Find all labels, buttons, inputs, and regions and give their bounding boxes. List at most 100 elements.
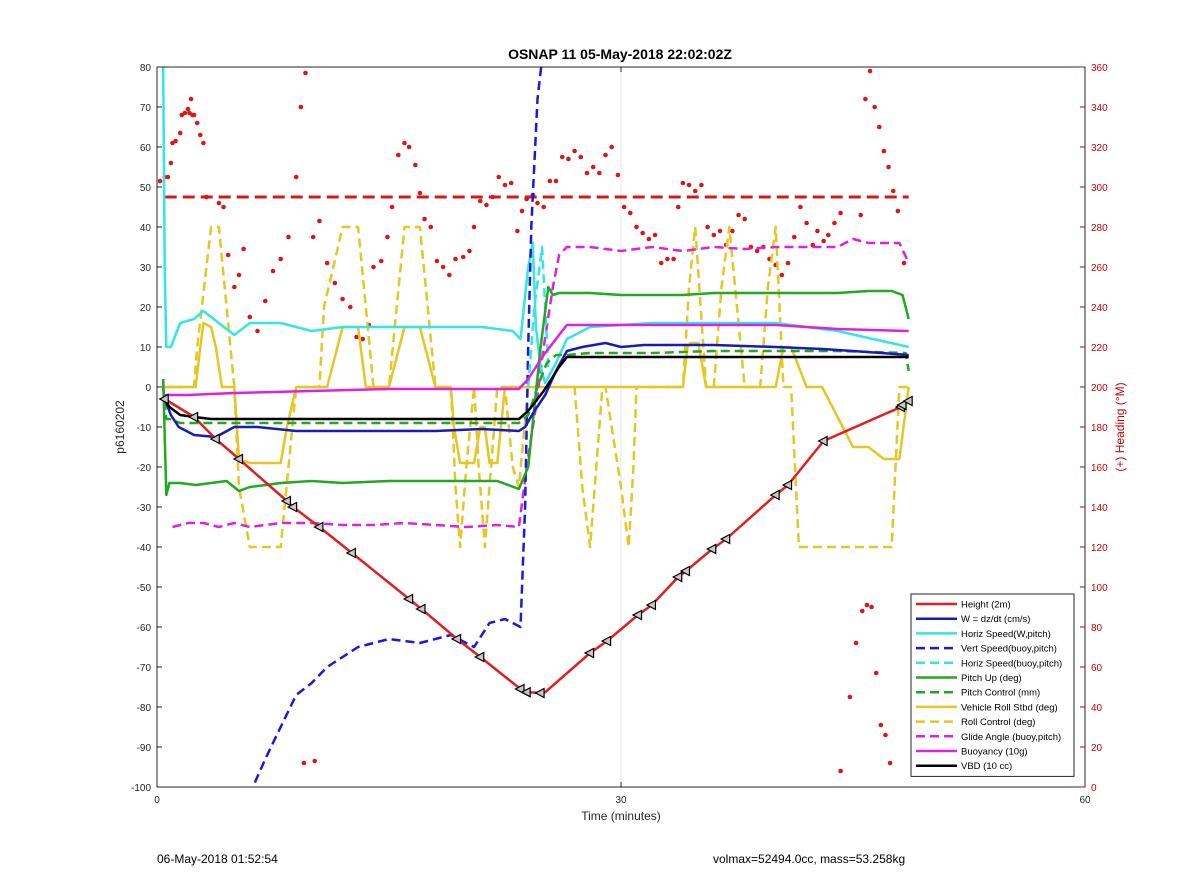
y-tick-label: 40 — [140, 223, 152, 234]
series-line — [161, 285, 910, 497]
series-line — [172, 237, 910, 529]
right-tick-label: 160 — [1091, 463, 1108, 474]
legend: Height (2m) W = dz/dt (cm/s) Horiz Speed(W… — [910, 593, 1075, 777]
height-marker — [187, 411, 199, 423]
legend-box — [910, 593, 1075, 777]
series-line — [163, 341, 909, 439]
heading-point — [680, 180, 686, 186]
heading-point — [524, 196, 529, 202]
heading-point — [412, 162, 418, 168]
heading-point — [262, 298, 268, 304]
heading-point — [584, 170, 590, 176]
heading-point — [883, 732, 888, 738]
series-line — [164, 225, 909, 549]
heading-point — [422, 216, 427, 222]
heading-point — [872, 104, 877, 110]
heading-point — [886, 164, 891, 170]
heading-point — [621, 204, 627, 210]
x-axis-label: Time (minutes) — [581, 809, 661, 823]
heading-point — [340, 296, 345, 302]
right-tick-label: 340 — [1091, 103, 1108, 114]
right-axis-label: (+) Heading (°M) — [1113, 382, 1127, 471]
y-tick-label: 60 — [140, 143, 152, 154]
right-tick-label: 240 — [1091, 303, 1108, 314]
heading-point — [270, 268, 276, 274]
right-axis-ticks: 3603403203002802602402202001801601401201… — [1080, 63, 1108, 794]
x-tick-label: 60 — [1079, 795, 1091, 806]
chart-title: OSNAP 11 05-May-2018 22:02:02Z — [508, 46, 732, 62]
y-tick-label: 0 — [145, 383, 151, 394]
right-tick-label: 120 — [1091, 543, 1108, 554]
footer-vehicle-info: volmax=52494.0cc, mass=53.258kg — [713, 852, 906, 866]
x-tick-label: 30 — [615, 795, 627, 806]
heading-point — [453, 256, 458, 262]
heading-point — [798, 204, 803, 210]
heading-point — [566, 156, 571, 162]
heading-point — [692, 188, 698, 194]
legend-entry: Buoyancy (10g) — [961, 747, 1028, 758]
heading-point — [232, 284, 237, 290]
heading-point — [298, 104, 304, 110]
heading-point — [863, 96, 868, 102]
heading-point — [838, 768, 843, 774]
heading-point — [471, 224, 477, 230]
heading-point — [194, 120, 200, 126]
heading-point — [508, 180, 514, 186]
heading-point — [177, 130, 183, 136]
right-tick-label: 260 — [1091, 263, 1108, 274]
heading-point — [615, 172, 621, 178]
heading-point — [578, 154, 584, 160]
right-tick-label: 100 — [1091, 583, 1108, 594]
heading-point — [216, 200, 222, 206]
heading-point — [717, 228, 723, 234]
right-tick-label: 320 — [1091, 143, 1108, 154]
height-marker — [631, 609, 643, 621]
heading-point — [590, 164, 596, 170]
heading-point — [201, 140, 206, 146]
y-tick-label: 80 — [140, 63, 152, 74]
y-tick-label: -50 — [137, 583, 152, 594]
height-marker — [158, 393, 169, 405]
height-marker — [719, 533, 731, 545]
legend-entry: Pitch Up (deg) — [961, 673, 1022, 684]
height-marker — [514, 683, 525, 695]
height-marker — [769, 489, 780, 501]
heading-point — [286, 234, 291, 240]
heading-point — [247, 314, 253, 320]
heading-point — [867, 68, 873, 74]
height-markers — [158, 393, 913, 699]
y-tick-label: -100 — [131, 783, 151, 794]
heading-point — [348, 304, 353, 310]
heading-point — [742, 216, 748, 222]
y-tick-label: 50 — [140, 183, 152, 194]
height-marker — [313, 521, 324, 533]
heading-point — [477, 198, 483, 204]
heading-point — [646, 236, 652, 242]
heading-point — [303, 70, 308, 76]
heading-point — [785, 260, 791, 266]
heading-point — [547, 178, 553, 184]
right-tick-label: 300 — [1091, 183, 1108, 194]
heading-point — [385, 234, 390, 240]
heading-point — [395, 152, 401, 158]
data-series — [161, 67, 910, 787]
legend-entry: W = dz/dt (cm/s) — [961, 614, 1030, 625]
heading-point — [236, 272, 242, 278]
y-tick-label: -60 — [137, 623, 152, 634]
y-tick-label: -90 — [137, 743, 152, 754]
height-marker — [345, 547, 356, 559]
heading-point — [671, 256, 676, 262]
heading-point — [460, 254, 466, 260]
y-tick-label: -40 — [137, 543, 152, 554]
heading-point — [627, 210, 633, 216]
series-line — [164, 323, 909, 397]
heading-point — [779, 272, 785, 278]
heading-point — [278, 256, 284, 262]
heading-point — [876, 124, 882, 130]
heading-point — [185, 106, 191, 112]
heading-point — [705, 224, 710, 230]
heading-point — [490, 194, 495, 200]
height-marker — [600, 635, 612, 647]
heading-point — [198, 132, 203, 138]
